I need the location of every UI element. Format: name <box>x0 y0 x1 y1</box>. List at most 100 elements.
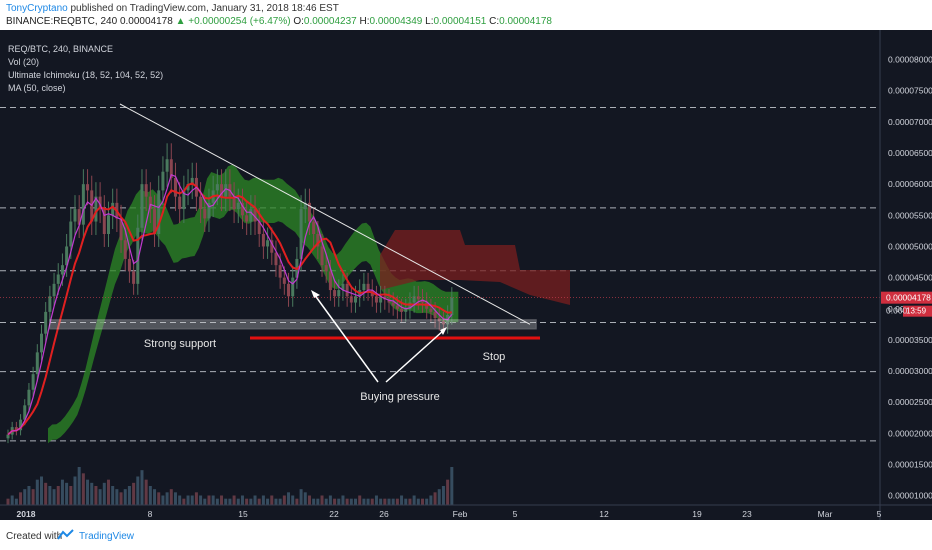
candle-body <box>148 196 152 210</box>
close-value: 0.00004178 <box>499 16 552 27</box>
volume-bar <box>320 495 324 505</box>
volume-bar <box>186 495 190 505</box>
volume-bar <box>416 498 420 505</box>
volume-bar <box>412 495 416 505</box>
volume-bar <box>178 495 182 505</box>
x-tick-label: 8 <box>148 509 153 519</box>
volume-bar <box>429 495 433 505</box>
candle-body <box>119 218 123 241</box>
volume-bar <box>366 498 370 505</box>
volume-bar <box>324 498 328 505</box>
volume-bar <box>316 498 320 505</box>
candles-layer <box>6 143 454 444</box>
symbol-line: BINANCE:REQBTC, 240 <box>6 16 118 27</box>
candle-body <box>203 209 207 219</box>
x-tick-label: Feb <box>453 509 468 519</box>
publish-text: published on TradingView.com, January 31… <box>70 3 339 14</box>
candle-body <box>291 277 295 297</box>
candle-body <box>48 296 52 312</box>
candle-body <box>35 352 39 375</box>
volume-bar <box>190 495 194 505</box>
candle-body <box>73 209 77 222</box>
volume-bar <box>148 486 152 505</box>
y-tick-label: 0.00006500 <box>888 148 932 158</box>
candle-body <box>437 318 441 322</box>
candle-body <box>65 246 69 266</box>
candle-body <box>136 227 140 284</box>
volume-bar <box>73 476 77 505</box>
candle-body <box>19 419 23 431</box>
volume-bar <box>211 495 215 505</box>
volume-bar <box>6 498 10 505</box>
candle-body <box>429 308 433 312</box>
volume-bar <box>98 489 102 505</box>
volume-bar <box>295 498 299 505</box>
y-tick-label: 0.00005000 <box>888 241 932 251</box>
volume-bar <box>387 498 391 505</box>
candle-body <box>324 265 328 272</box>
support-zone-rect <box>49 319 537 330</box>
volume-bar <box>157 492 161 505</box>
candle-body <box>366 283 370 291</box>
y-tick-label: 0.00007500 <box>888 86 932 96</box>
volume-bar <box>437 489 441 505</box>
candle-body <box>333 290 337 297</box>
volume-bar <box>153 489 157 505</box>
volume-bar <box>261 495 265 505</box>
candle-body <box>157 190 161 235</box>
kijun-line <box>7 174 453 436</box>
volume-bar <box>337 498 341 505</box>
chart-area[interactable]: Strong support Stop Buying pressure 0.0000… <box>0 30 932 520</box>
volume-bar <box>299 489 303 505</box>
candle-body <box>379 296 383 303</box>
candle-body <box>44 311 48 334</box>
candle-body <box>56 274 60 284</box>
volume-bar <box>341 495 345 505</box>
candle-body <box>450 297 454 315</box>
candle-body <box>362 283 366 291</box>
candle-body <box>391 302 395 306</box>
price-badge-bg <box>881 291 932 304</box>
candle-body <box>441 321 445 325</box>
candle-body <box>224 184 228 197</box>
volume-bar <box>270 495 274 505</box>
volume-bar <box>115 489 119 505</box>
volume-bar <box>220 495 224 505</box>
candle-body <box>253 209 257 222</box>
volume-bar <box>94 486 98 505</box>
y-tick-label: 0.00003500 <box>888 335 932 345</box>
volume-bar <box>408 498 412 505</box>
tradingview-link[interactable]: TradingView <box>79 531 135 542</box>
author-link[interactable]: TonyCryptano <box>6 3 68 14</box>
candle-body <box>77 209 81 225</box>
candle-body <box>395 305 399 309</box>
price-badge-text: 0.00004178 <box>886 293 931 303</box>
candle-body <box>232 196 236 210</box>
volume-bar <box>199 495 203 505</box>
candle-body <box>165 159 169 172</box>
ichimoku-cloud-layer <box>48 164 570 444</box>
legend-ichimoku: Ultimate Ichimoku (18, 52, 104, 52, 52) <box>8 70 164 80</box>
volume-bar <box>354 498 358 505</box>
candle-body <box>320 246 324 266</box>
candle-body <box>328 271 332 291</box>
volume-bar <box>228 498 232 505</box>
volume-bar <box>421 498 425 505</box>
volume-bar <box>232 495 236 505</box>
volume-bar <box>27 486 31 505</box>
x-tick-label: 23 <box>742 509 752 519</box>
volume-bar <box>136 476 140 505</box>
volume-bar <box>345 498 349 505</box>
axis-layer: 0.00008000 0.00007500 0.00007000 0.00006500… <box>0 30 932 520</box>
volume-bar <box>44 482 48 505</box>
volume-bar <box>161 495 165 505</box>
candle-body <box>106 215 110 235</box>
volume-bar <box>450 467 454 505</box>
candle-body <box>433 311 437 319</box>
volume-bar <box>358 495 362 505</box>
candle-body <box>132 271 136 284</box>
footer: Created with TradingView <box>0 520 932 550</box>
candle-body <box>303 202 307 210</box>
volume-bar <box>169 489 173 505</box>
